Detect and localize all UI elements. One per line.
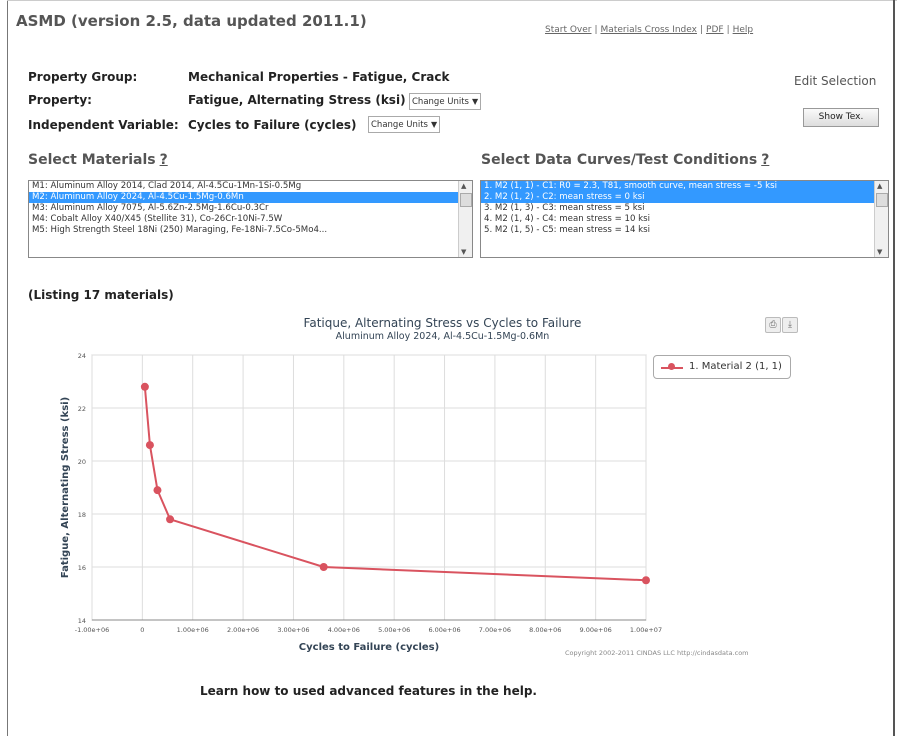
plot-area: [91, 354, 647, 621]
scroll-up-icon[interactable]: ▲: [877, 182, 883, 190]
property-label: Property:: [28, 93, 92, 107]
indep-units-select[interactable]: Change Units ▼: [368, 116, 441, 133]
chart-legend[interactable]: 1. Material 2 (1, 1): [653, 355, 791, 379]
x-tick-label: 0: [140, 626, 144, 634]
curves-help-link[interactable]: ?: [761, 152, 770, 168]
chart-subtitle: Aluminum Alloy 2024, Al-4.5Cu-1.5Mg-0.6M…: [335, 331, 550, 342]
window-border-left: [7, 0, 8, 736]
materials-help-link[interactable]: ?: [159, 152, 168, 168]
scroll-down-icon[interactable]: ▼: [877, 248, 883, 256]
select-curves-label: Select Data Curves/Test Conditions: [481, 152, 758, 168]
property-group-value: Mechanical Properties - Fatigue, Crack: [188, 70, 450, 84]
x-tick-label: 3.00e+06: [277, 626, 309, 634]
y-tick-label: 16: [78, 564, 86, 572]
curve-item[interactable]: 4. M2 (1, 4) - C4: mean stress = 10 ksi: [484, 214, 651, 224]
copyright-text: Copyright 2002-2011 CINDAS LLC http://ci…: [565, 649, 749, 657]
data-point: [145, 441, 154, 450]
material-item[interactable]: M3: Aluminum Alloy 7075, Al-5.6Zn-2.5Mg-…: [32, 203, 269, 213]
property-units-select[interactable]: Change Units ▼: [409, 93, 482, 110]
edit-selection-link[interactable]: Edit Selection: [794, 74, 877, 88]
x-tick-label: 5.00e+06: [378, 626, 410, 634]
materials-scrollbar[interactable]: ▲ ▼: [458, 181, 472, 257]
curves-listbox[interactable]: 1. M2 (1, 1) - C1: R0 = 2.3, T81, smooth…: [480, 180, 889, 258]
x-tick-label: 1.00e+07: [630, 626, 662, 634]
print-icon[interactable]: ⎙: [765, 317, 781, 333]
dropdown-arrow-icon: ▼: [430, 120, 438, 129]
select-materials-heading: Select Materials?: [28, 152, 168, 168]
scroll-down-icon[interactable]: ▼: [461, 248, 467, 256]
curve-item-selected[interactable]: 1. M2 (1, 1) - C1: R0 = 2.3, T81, smooth…: [481, 181, 888, 192]
material-item[interactable]: M5: High Strength Steel 18Ni (250) Marag…: [32, 225, 328, 235]
material-item[interactable]: M4: Cobalt Alloy X40/X45 (Stellite 31), …: [32, 214, 283, 224]
x-tick-label: 1.00e+06: [177, 626, 209, 634]
data-point: [153, 486, 162, 495]
export-icon[interactable]: ⤓: [782, 317, 798, 333]
select-materials-label: Select Materials: [28, 152, 156, 168]
x-tick-label: 2.00e+06: [227, 626, 259, 634]
legend-series-label: 1. Material 2 (1, 1): [689, 361, 782, 372]
y-tick-label: 14: [78, 617, 86, 625]
y-tick-label: 24: [78, 352, 86, 360]
materials-listbox[interactable]: M1: Aluminum Alloy 2014, Clad 2014, Al-4…: [28, 180, 473, 258]
indep-units-select-value: Change Units: [371, 120, 428, 130]
start-over-link[interactable]: Start Over: [545, 25, 592, 35]
window-border-right: [893, 0, 895, 736]
x-axis-label: Cycles to Failure (cycles): [299, 642, 439, 653]
materials-cross-index-link[interactable]: Materials Cross Index: [600, 25, 697, 35]
data-point: [140, 382, 149, 391]
series-line: [143, 386, 647, 582]
select-curves-heading: Select Data Curves/Test Conditions?: [481, 152, 769, 168]
scroll-thumb[interactable]: [876, 193, 888, 207]
x-tick-label: 7.00e+06: [479, 626, 511, 634]
material-item-selected[interactable]: M2: Aluminum Alloy 2024, Al-4.5Cu-1.5Mg-…: [29, 192, 472, 203]
scroll-up-icon[interactable]: ▲: [461, 182, 467, 190]
independent-variable-label: Independent Variable:: [28, 118, 179, 132]
curve-item[interactable]: 5. M2 (1, 5) - C5: mean stress = 14 ksi: [484, 225, 651, 235]
y-tick-label: 18: [78, 511, 86, 519]
legend-marker-swatch: [668, 363, 675, 370]
pdf-link[interactable]: PDF: [706, 25, 724, 35]
scroll-thumb[interactable]: [460, 193, 472, 207]
app-title: ASMD (version 2.5, data updated 2011.1): [16, 12, 367, 30]
data-point: [166, 515, 175, 524]
data-point: [319, 563, 328, 571]
show-text-button[interactable]: Show Tex.: [803, 108, 879, 127]
dropdown-arrow-icon: ▼: [471, 97, 479, 106]
material-item[interactable]: M1: Aluminum Alloy 2014, Clad 2014, Al-4…: [32, 181, 302, 191]
help-hint-text: Learn how to used advanced features in t…: [200, 684, 537, 698]
x-tick-label: 4.00e+06: [328, 626, 360, 634]
curve-item[interactable]: 3. M2 (1, 3) - C3: mean stress = 5 ksi: [484, 203, 645, 213]
property-value: Fatigue, Alternating Stress (ksi): [188, 93, 406, 107]
y-axis-label: Fatigue, Alternating Stress (ksi): [60, 397, 71, 578]
curves-scrollbar[interactable]: ▲ ▼: [874, 181, 888, 257]
fatigue-chart: -1.00e+06 0 1.00e+06 2.00e+06 3.00e+06 4.00e+…: [60, 352, 662, 653]
listing-count: (Listing 17 materials): [28, 288, 174, 302]
window-border-top: [7, 0, 897, 1]
curve-item-selected[interactable]: 2. M2 (1, 2) - C2: mean stress = 0 ksi: [481, 192, 888, 203]
data-point: [642, 576, 650, 585]
chart-title: Fatique, Alternating Stress vs Cycles to…: [303, 316, 582, 330]
top-links: Start Over | Materials Cross Index | PDF | Hel…: [545, 25, 754, 35]
x-tick-label: 9.00e+06: [580, 626, 612, 634]
help-link[interactable]: Help: [732, 25, 754, 35]
x-tick-label: 8.00e+06: [529, 626, 561, 634]
x-tick-label: 6.00e+06: [428, 626, 460, 634]
x-tick-label: -1.00e+06: [75, 626, 110, 634]
y-tick-label: 22: [78, 405, 86, 413]
independent-variable-value: Cycles to Failure (cycles): [188, 118, 357, 132]
property-group-label: Property Group:: [28, 70, 138, 84]
property-units-select-value: Change Units: [412, 97, 469, 107]
y-tick-label: 20: [78, 458, 86, 466]
